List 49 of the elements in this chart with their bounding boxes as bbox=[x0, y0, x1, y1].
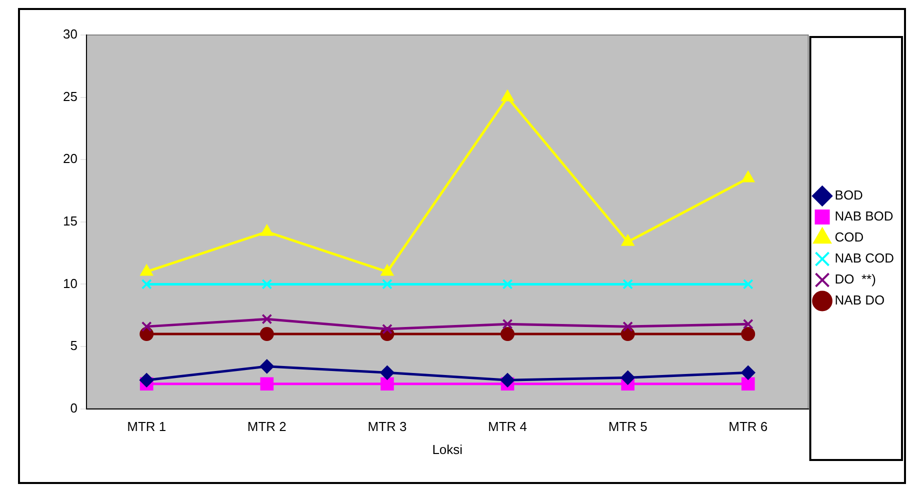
x-tick-label: MTR 2 bbox=[247, 419, 286, 434]
point bbox=[741, 327, 756, 342]
legend-label: COD bbox=[834, 230, 864, 245]
point bbox=[382, 278, 392, 290]
y-tick-label: 15 bbox=[62, 213, 78, 228]
y-tick-label: 0 bbox=[70, 400, 78, 416]
point bbox=[742, 318, 754, 330]
y-tick-label: 20 bbox=[62, 151, 78, 166]
x-tick-label: MTR 3 bbox=[368, 419, 407, 434]
y-tick-label: 5 bbox=[70, 338, 78, 354]
y-tick-label: 25 bbox=[62, 88, 78, 104]
legend-label: NAB DO bbox=[834, 292, 885, 308]
point bbox=[500, 327, 515, 342]
point bbox=[140, 373, 154, 388]
point bbox=[741, 377, 755, 391]
point bbox=[622, 278, 634, 290]
point bbox=[622, 321, 634, 332]
point bbox=[260, 224, 274, 236]
x-tick-label: MTR 1 bbox=[127, 419, 166, 434]
point bbox=[381, 264, 394, 276]
point bbox=[622, 234, 634, 246]
point bbox=[620, 370, 635, 385]
point bbox=[260, 359, 274, 374]
x-axis-title: Loksi bbox=[432, 442, 463, 457]
x-tick-label: MTR 6 bbox=[728, 419, 768, 434]
point bbox=[141, 321, 152, 332]
point bbox=[260, 377, 274, 391]
point bbox=[501, 90, 514, 102]
point bbox=[141, 278, 152, 290]
legend-label: BOD bbox=[834, 188, 863, 203]
legend-label: NAB BOD bbox=[834, 208, 894, 224]
y-tick-label: 30 bbox=[62, 26, 78, 42]
point bbox=[502, 278, 513, 290]
legend-label: NAB COD bbox=[834, 250, 894, 266]
point bbox=[502, 318, 513, 330]
y-tick-label: 10 bbox=[62, 276, 78, 291]
point bbox=[742, 278, 754, 290]
point bbox=[262, 314, 272, 324]
point bbox=[262, 278, 272, 290]
point bbox=[260, 327, 274, 342]
legend-label: DO **) bbox=[834, 272, 876, 287]
point bbox=[742, 171, 754, 182]
point bbox=[380, 377, 394, 391]
point bbox=[140, 264, 153, 276]
point bbox=[500, 373, 515, 388]
point bbox=[741, 366, 756, 380]
x-tick-label: MTR 5 bbox=[608, 419, 648, 434]
point bbox=[380, 366, 394, 380]
x-tick-label: MTR 4 bbox=[488, 419, 528, 434]
